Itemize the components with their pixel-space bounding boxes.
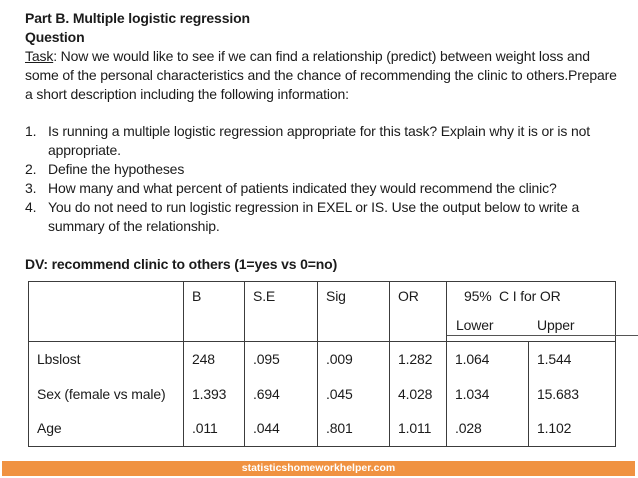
list-item-number: 2. [25, 161, 37, 177]
table-row: Sex (female vs male) 1.393 .694 .045 4.0… [28, 376, 616, 412]
heading-question: Question [25, 29, 85, 45]
cell-se: .095 [244, 341, 318, 377]
ci-subheader-row: Lower Upper [447, 316, 615, 335]
list-item: 3. How many and what percent of patients… [25, 179, 618, 198]
table-row: Lbslost 248 .095 .009 1.282 1.064 1.544 [28, 341, 616, 377]
column-header-or: OR [389, 281, 447, 342]
list-item-number: 4. [25, 199, 37, 215]
cell-ci-upper: 1.544 [528, 341, 616, 377]
column-header-sig: Sig [317, 281, 390, 342]
table-corner-cell [28, 281, 184, 342]
list-item-text: You do not need to run logistic regressi… [48, 199, 580, 234]
list-item-number: 1. [25, 123, 37, 139]
watermark-text: statisticshomeworkhelper.com [241, 462, 396, 475]
dependent-variable-line: DV: recommend clinic to others (1=yes vs… [25, 256, 338, 272]
cell-se: .044 [244, 411, 318, 447]
column-header-ci: 95% C I for OR Lower Upper [446, 281, 638, 342]
ci-header-title: 95% C I for OR [464, 288, 561, 304]
row-label: Lbslost [28, 341, 184, 377]
list-item: 4. You do not need to run logistic regre… [25, 198, 618, 236]
cell-ci-lower: .028 [446, 411, 529, 447]
task-text: : Now we would like to see if we can fin… [25, 48, 617, 102]
cell-sig: .045 [317, 376, 390, 412]
cell-b: 1.393 [183, 376, 245, 412]
task-label: Task [25, 48, 54, 64]
list-item: 1. Is running a multiple logistic regres… [25, 122, 618, 160]
cell-ci-upper: 15.683 [528, 376, 616, 412]
regression-output-table: B S.E Sig OR 95% C I for OR Lower Upper … [28, 281, 638, 447]
ci-subheader-lower: Lower [456, 317, 494, 333]
task-paragraph: Task: Now we would like to see if we can… [25, 47, 618, 104]
ci-subheader-underline [447, 334, 638, 336]
cell-ci-upper: 1.102 [528, 411, 616, 447]
cell-sig: .009 [317, 341, 390, 377]
cell-se: .694 [244, 376, 318, 412]
cell-b: .011 [183, 411, 245, 447]
cell-ci-lower: 1.034 [446, 376, 529, 412]
cell-sig: .801 [317, 411, 390, 447]
list-item: 2. Define the hypotheses [25, 160, 618, 179]
table-row: Age .011 .044 .801 1.011 .028 1.102 [28, 411, 616, 447]
table-header-row: B S.E Sig OR 95% C I for OR Lower Upper [28, 281, 638, 342]
column-header-se: S.E [244, 281, 318, 342]
cell-b: 248 [183, 341, 245, 377]
list-item-text: Is running a multiple logistic regressio… [48, 123, 590, 158]
ci-subheader-upper: Upper [537, 317, 575, 333]
slide-content: Part B. Multiple logistic regression Que… [25, 10, 638, 447]
question-list: 1. Is running a multiple logistic regres… [25, 122, 618, 236]
cell-or: 1.011 [389, 411, 447, 447]
row-label: Age [28, 411, 184, 447]
list-item-text: How many and what percent of patients in… [48, 180, 557, 196]
column-header-b: B [183, 281, 245, 342]
list-item-number: 3. [25, 180, 37, 196]
list-item-text: Define the hypotheses [48, 161, 185, 177]
row-label: Sex (female vs male) [28, 376, 184, 412]
cell-or: 1.282 [389, 341, 447, 377]
footer-watermark-bar: statisticshomeworkhelper.com [2, 461, 635, 476]
cell-ci-lower: 1.064 [446, 341, 529, 377]
heading-part-b: Part B. Multiple logistic regression [25, 10, 250, 26]
cell-or: 4.028 [389, 376, 447, 412]
